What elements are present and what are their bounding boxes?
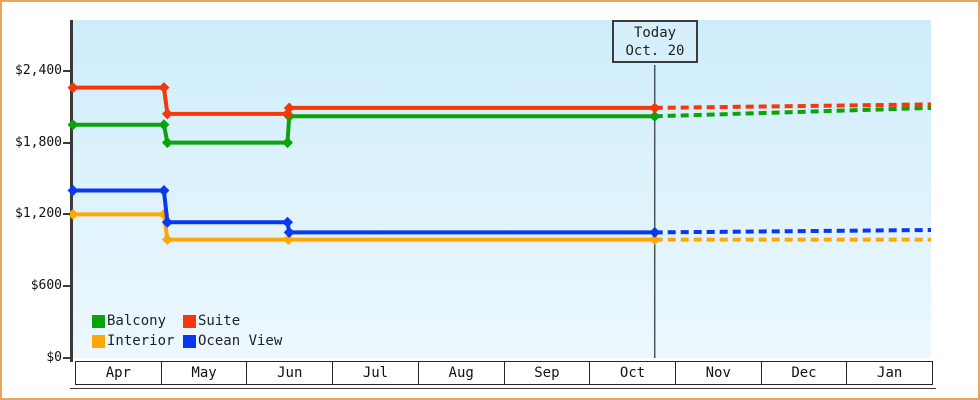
month-cell-apr: Apr <box>75 361 162 385</box>
legend-swatch-balcony <box>92 314 105 328</box>
series-line-interior <box>73 212 655 242</box>
today-date: Oct. 20 <box>625 42 685 59</box>
y-axis-tick-label: $2,400 <box>15 62 62 78</box>
today-marker-box: Today Oct. 20 <box>612 20 698 63</box>
series-projection-suite <box>654 102 932 110</box>
series-projection-balcony <box>654 105 932 119</box>
data-point-marker-suite <box>158 82 170 94</box>
data-point-marker-balcony <box>161 137 173 149</box>
series-line-balcony <box>73 114 655 145</box>
data-point-marker-interior <box>67 208 79 220</box>
series-projection-ocean-view <box>654 228 932 235</box>
data-point-marker-ocean-view <box>283 226 295 238</box>
series-line-suite <box>73 85 655 116</box>
data-point-marker-ocean-view <box>649 226 661 238</box>
today-label: Today <box>633 24 677 41</box>
data-point-marker-balcony <box>158 119 170 131</box>
data-point-marker-ocean-view <box>282 216 293 228</box>
legend-label: Interior <box>107 333 175 349</box>
plot-area <box>67 20 932 358</box>
month-cell-oct: Oct <box>589 361 676 385</box>
x-axis-baseline <box>70 388 936 389</box>
month-cell-jul: Jul <box>332 361 419 385</box>
legend-item-balcony: Balcony <box>92 313 183 329</box>
month-cell-jan: Jan <box>846 361 934 385</box>
month-cell-sep: Sep <box>503 361 591 385</box>
data-point-marker-interior <box>161 234 173 246</box>
y-axis-tick-label: $0 <box>46 350 62 365</box>
month-cell-jun: Jun <box>246 361 334 385</box>
y-axis-tick-mark <box>63 357 70 359</box>
x-axis-month-row: Apr May Jun Jul Aug Sep Oct Nov Dec Jan <box>75 361 934 385</box>
data-point-marker-balcony <box>67 119 79 131</box>
y-axis-tick-mark <box>63 69 70 72</box>
legend-swatch-suite <box>183 314 196 328</box>
data-point-marker-interior <box>649 234 661 246</box>
data-point-marker-balcony <box>649 110 661 122</box>
legend-label: Balcony <box>107 313 167 329</box>
data-point-marker-suite <box>67 82 79 94</box>
legend-swatch-ocean-view <box>183 334 196 348</box>
legend-item-interior: Interior <box>92 333 183 349</box>
month-cell-nov: Nov <box>674 361 762 385</box>
data-point-marker-ocean-view <box>158 184 170 196</box>
legend-label: Suite <box>198 313 241 329</box>
month-cell-aug: Aug <box>417 361 505 385</box>
legend-swatch-interior <box>92 334 105 348</box>
legend-item-suite: Suite <box>183 313 282 329</box>
data-point-marker-suite <box>649 102 661 114</box>
y-axis-tick-mark <box>63 141 70 144</box>
data-point-marker-ocean-view <box>67 184 79 196</box>
y-axis-tick-label: $1,200 <box>15 206 62 222</box>
data-point-marker-suite <box>283 102 295 114</box>
y-axis-tick-mark <box>63 285 70 288</box>
data-point-marker-ocean-view <box>161 216 173 228</box>
y-axis-tick-mark <box>63 213 70 216</box>
y-axis-tick-label: $1,800 <box>15 134 62 150</box>
chart-canvas <box>67 65 932 358</box>
data-point-marker-suite <box>161 108 173 120</box>
y-axis-tick-label: $600 <box>30 278 62 294</box>
data-point-marker-balcony <box>282 137 293 149</box>
series-line-ocean-view <box>73 188 655 235</box>
month-cell-may: May <box>160 361 248 385</box>
legend-item-ocean-view: Ocean View <box>183 333 282 349</box>
data-point-marker-interior <box>282 234 294 246</box>
legend-label: Ocean View <box>198 333 283 349</box>
legend: Balcony Suite Interior Ocean View <box>92 313 282 349</box>
month-cell-dec: Dec <box>760 361 848 385</box>
